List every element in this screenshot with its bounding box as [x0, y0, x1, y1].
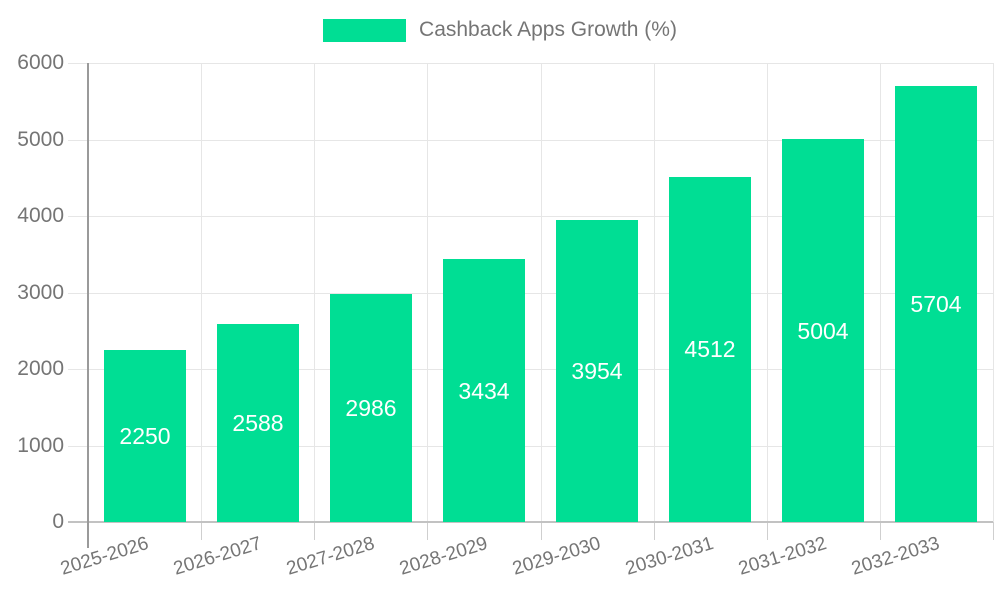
x-axis-line — [68, 521, 993, 523]
x-tick-mark — [201, 522, 202, 540]
bar — [782, 139, 864, 522]
gridline-vertical — [427, 63, 428, 522]
bar-value-label: 5004 — [797, 318, 849, 344]
bar-value-label: 2986 — [345, 395, 397, 421]
gridline-vertical — [314, 63, 315, 522]
x-tick-mark — [767, 522, 768, 540]
gridline-vertical — [654, 63, 655, 522]
chart-legend: Cashback Apps Growth (%) — [0, 18, 1000, 42]
y-tick-label: 3000 — [17, 281, 64, 304]
gridline-horizontal — [68, 140, 993, 141]
gridline-horizontal — [68, 293, 993, 294]
gridline-horizontal — [68, 216, 993, 217]
gridline-vertical — [767, 63, 768, 522]
bar-value-label: 5704 — [910, 291, 962, 317]
bar — [217, 324, 299, 522]
y-tick-label: 6000 — [17, 51, 64, 74]
gridline-horizontal — [68, 446, 993, 447]
gridline-vertical — [541, 63, 542, 522]
gridline-vertical — [880, 63, 881, 522]
x-tick-mark — [541, 522, 542, 540]
bar — [330, 294, 412, 522]
legend-label: Cashback Apps Growth (%) — [419, 18, 677, 41]
y-tick-label: 1000 — [17, 434, 64, 457]
gridline-vertical — [201, 63, 202, 522]
gridline-vertical — [993, 63, 994, 522]
bar — [556, 220, 638, 522]
gridline-horizontal — [68, 369, 993, 370]
bar-value-label: 2588 — [232, 410, 284, 436]
y-tick-label: 5000 — [17, 128, 64, 151]
y-tick-label: 2000 — [17, 357, 64, 380]
bar — [669, 177, 751, 522]
bar — [443, 259, 525, 522]
y-axis-line — [87, 63, 89, 548]
x-tick-mark — [654, 522, 655, 540]
bar — [104, 350, 186, 522]
bar-value-label: 4512 — [684, 336, 736, 362]
bar-value-label: 2250 — [119, 423, 171, 449]
x-tick-mark — [427, 522, 428, 540]
y-tick-label: 0 — [52, 510, 64, 533]
bar-value-label: 3434 — [458, 378, 510, 404]
bar — [895, 86, 977, 522]
x-tick-mark — [993, 522, 994, 540]
bar-value-label: 3954 — [571, 358, 623, 384]
gridline-horizontal — [68, 63, 993, 64]
x-tick-mark — [880, 522, 881, 540]
legend-swatch — [323, 18, 407, 42]
x-tick-mark — [314, 522, 315, 540]
y-tick-label: 4000 — [17, 204, 64, 227]
